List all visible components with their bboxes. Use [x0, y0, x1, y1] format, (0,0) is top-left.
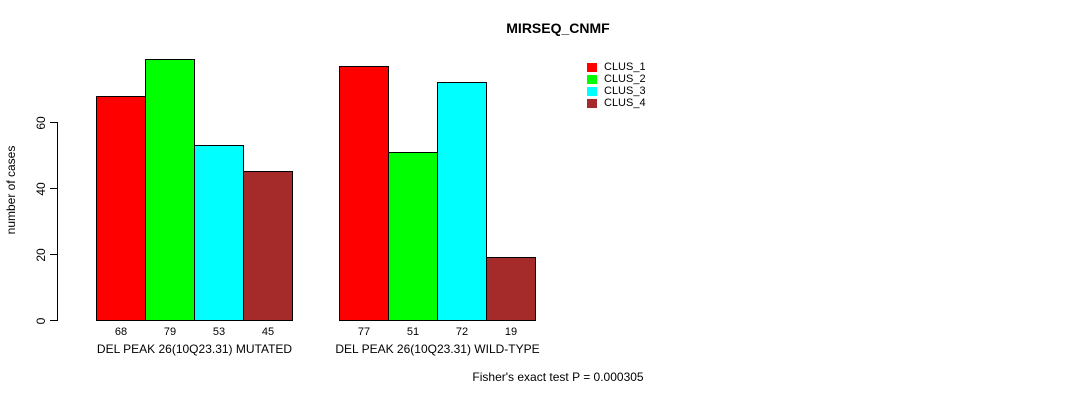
- bar-value-label: 77: [357, 326, 371, 338]
- legend-swatch-icon: [587, 75, 597, 84]
- legend-swatch-icon: [587, 99, 597, 108]
- y-tick-label: 60: [34, 115, 48, 130]
- bar-clus_1-group2: [339, 66, 389, 321]
- group-label-2: DEL PEAK 26(10Q23.31) WILD-TYPE: [335, 342, 540, 356]
- legend-item-clus_1: CLUS_1: [587, 61, 646, 73]
- legend-label: CLUS_1: [604, 61, 646, 73]
- legend-item-clus_3: CLUS_3: [587, 85, 646, 97]
- bar-clus_2-group2: [388, 152, 438, 321]
- legend-swatch-icon: [587, 63, 597, 72]
- y-axis-line: [57, 122, 58, 321]
- bar-clus_4-group1: [243, 171, 293, 321]
- legend-item-clus_2: CLUS_2: [587, 73, 646, 85]
- legend-item-clus_4: CLUS_4: [587, 97, 646, 109]
- bar-value-label: 79: [163, 326, 177, 338]
- legend: CLUS_1 CLUS_2 CLUS_3 CLUS_4: [587, 61, 646, 109]
- bar-clus_2-group1: [145, 59, 195, 321]
- legend-label: CLUS_3: [604, 85, 646, 97]
- y-tick-label: 20: [34, 247, 48, 262]
- chart-title: MIRSEQ_CNMF: [506, 20, 610, 36]
- y-tick-mark: [50, 122, 57, 123]
- y-tick-mark: [50, 188, 57, 189]
- legend-label: CLUS_2: [604, 73, 646, 85]
- group-label-1: DEL PEAK 26(10Q23.31) MUTATED: [96, 342, 293, 356]
- legend-swatch-icon: [587, 87, 597, 96]
- bar-clus_3-group2: [437, 82, 487, 321]
- y-tick-label: 40: [34, 181, 48, 196]
- bar-clus_1-group1: [96, 96, 146, 321]
- bar-clus_4-group2: [486, 257, 536, 321]
- bar-value-label: 19: [504, 326, 518, 338]
- y-tick-mark: [50, 254, 57, 255]
- bar-value-label: 68: [114, 326, 128, 338]
- bar-clus_3-group1: [194, 145, 244, 321]
- legend-label: CLUS_4: [604, 97, 646, 109]
- footnote: Fisher's exact test P = 0.000305: [472, 370, 644, 384]
- bar-value-label: 51: [406, 326, 420, 338]
- bar-value-label: 45: [261, 326, 275, 338]
- bar-value-label: 72: [455, 326, 469, 338]
- y-tick-label: 0: [34, 317, 48, 324]
- y-tick-mark: [50, 320, 57, 321]
- bar-value-label: 53: [212, 326, 226, 338]
